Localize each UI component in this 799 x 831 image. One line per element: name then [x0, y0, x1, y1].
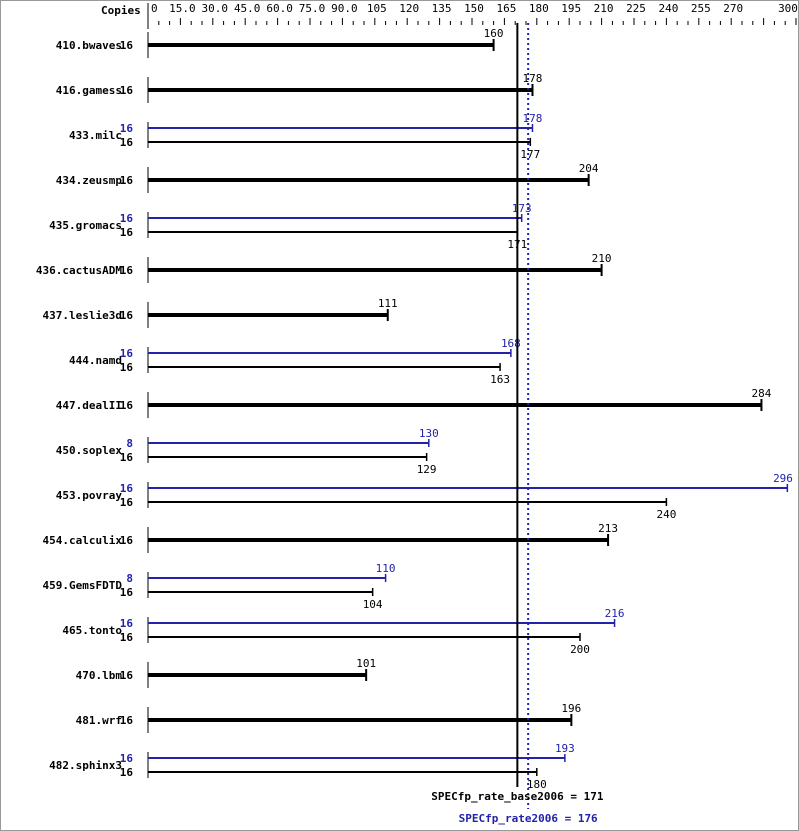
base-copies: 16	[120, 226, 134, 239]
benchmark-name: 470.lbm	[76, 669, 123, 682]
peak-value-label: 216	[605, 607, 625, 620]
peak-value-label: 110	[376, 562, 396, 575]
base-value-label: 284	[752, 387, 772, 400]
axis-tick-label: 150	[464, 2, 484, 15]
base-copies: 16	[120, 451, 134, 464]
base-copies: 16	[120, 399, 134, 412]
axis-tick-label: 120	[399, 2, 419, 15]
peak-copies: 16	[120, 617, 134, 630]
base-value-label: 200	[570, 643, 590, 656]
base-copies: 16	[120, 84, 134, 97]
peak-value-label: 130	[419, 427, 439, 440]
base-copies: 16	[120, 631, 134, 644]
axis-tick-label: 165	[496, 2, 516, 15]
axis-tick-label: 0	[151, 2, 158, 15]
axis-tick-label: 45.0	[234, 2, 261, 15]
peak-value-label: 168	[501, 337, 521, 350]
benchmark-name: 416.gamess	[56, 84, 122, 97]
axis-tick-label: 255	[691, 2, 711, 15]
base-copies: 16	[120, 586, 134, 599]
axis-tick-label: 90.0	[331, 2, 358, 15]
axis-tick-label: 240	[658, 2, 678, 15]
benchmark-name: 482.sphinx3	[49, 759, 122, 772]
peak-copies: 16	[120, 122, 134, 135]
base-value-label: 178	[523, 72, 543, 85]
benchmark-name: 437.leslie3d	[43, 309, 122, 322]
base-value-label: 163	[490, 373, 510, 386]
base-value-label: 204	[579, 162, 599, 175]
axis-tick-label: 300	[778, 2, 798, 15]
peak-copies: 16	[120, 347, 134, 360]
benchmark-name: 434.zeusmp	[56, 174, 123, 187]
base-value-label: 177	[520, 148, 540, 161]
peak-value-label: 193	[555, 742, 575, 755]
axis-tick-label: 180	[529, 2, 549, 15]
base-copies: 16	[120, 264, 134, 277]
peak-copies: 8	[126, 572, 133, 585]
benchmark-name: 447.dealII	[56, 399, 122, 412]
benchmark-name: 459.GemsFDTD	[43, 579, 123, 592]
peak-summary-label: SPECfp_rate2006 = 176	[459, 812, 598, 825]
base-value-label: 101	[356, 657, 376, 670]
axis-tick-label: 135	[432, 2, 452, 15]
benchmark-name: 444.namd	[69, 354, 122, 367]
base-copies: 16	[120, 534, 134, 547]
peak-copies: 16	[120, 212, 134, 225]
base-copies: 16	[120, 174, 134, 187]
base-value-label: 111	[378, 297, 398, 310]
base-summary-label: SPECfp_rate_base2006 = 171	[431, 790, 604, 803]
benchmark-name: 433.milc	[69, 129, 122, 142]
base-copies: 16	[120, 714, 134, 727]
base-value-label: 180	[527, 778, 547, 791]
base-value-label: 104	[363, 598, 383, 611]
axis-tick-label: 225	[626, 2, 646, 15]
base-copies: 16	[120, 766, 134, 779]
base-copies: 16	[120, 496, 134, 509]
benchmark-name: 410.bwaves	[56, 39, 122, 52]
axis-tick-label: 270	[723, 2, 743, 15]
benchmark-name: 454.calculix	[43, 534, 123, 547]
benchmark-name: 465.tonto	[62, 624, 122, 637]
axis-tick-label: 75.0	[299, 2, 326, 15]
axis-tick-label: 195	[561, 2, 581, 15]
base-copies: 16	[120, 309, 134, 322]
axis-tick-label: 60.0	[266, 2, 293, 15]
axis-tick-label: 105	[367, 2, 387, 15]
base-value-label: 160	[484, 27, 504, 40]
base-value-label: 213	[598, 522, 618, 535]
base-value-label: 129	[417, 463, 437, 476]
base-value-label: 210	[592, 252, 612, 265]
benchmark-name: 453.povray	[56, 489, 123, 502]
base-copies: 16	[120, 361, 134, 374]
peak-copies: 16	[120, 482, 134, 495]
axis-tick-label: 210	[594, 2, 614, 15]
axis-tick-label: 15.0	[169, 2, 196, 15]
benchmark-name: 450.soplex	[56, 444, 123, 457]
copies-header: Copies	[101, 4, 141, 17]
base-copies: 16	[120, 136, 134, 149]
peak-copies: 8	[126, 437, 133, 450]
peak-copies: 16	[120, 752, 134, 765]
base-copies: 16	[120, 39, 134, 52]
benchmark-name: 435.gromacs	[49, 219, 122, 232]
peak-value-label: 178	[523, 112, 543, 125]
peak-value-label: 296	[773, 472, 793, 485]
axis-tick-label: 30.0	[202, 2, 229, 15]
benchmark-name: 481.wrf	[76, 714, 122, 727]
base-value-label: 240	[656, 508, 676, 521]
base-value-label: 196	[561, 702, 581, 715]
base-copies: 16	[120, 669, 134, 682]
benchmark-name: 436.cactusADM	[36, 264, 122, 277]
